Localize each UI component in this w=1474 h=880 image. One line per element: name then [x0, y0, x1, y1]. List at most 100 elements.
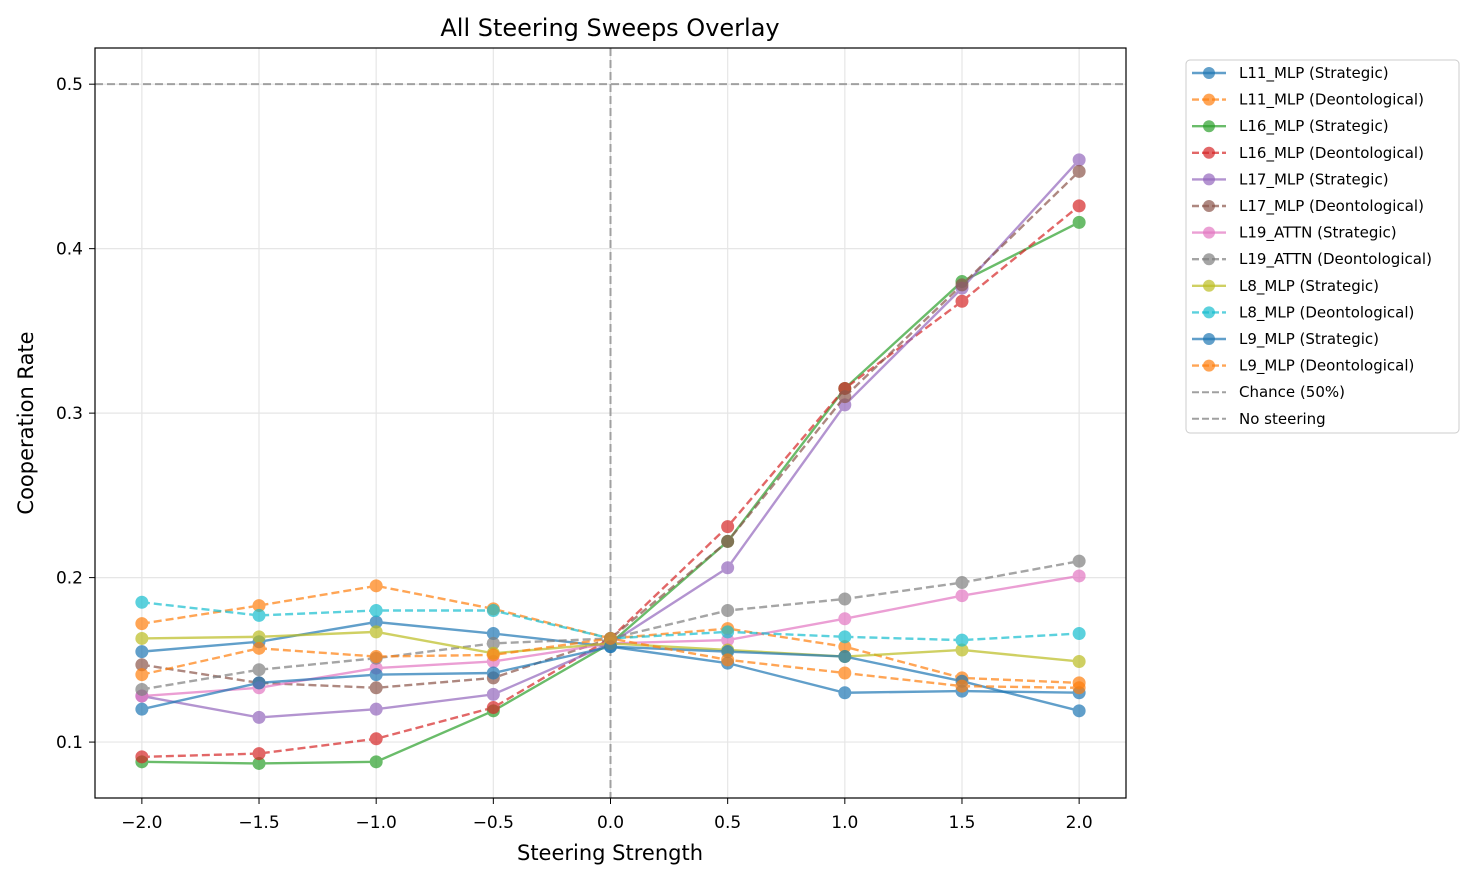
data-point: [721, 561, 735, 575]
data-point: [135, 668, 149, 682]
data-point: [721, 520, 735, 534]
data-point: [1072, 215, 1086, 229]
data-point: [252, 710, 266, 724]
data-point: [838, 650, 852, 664]
legend-label: L11_MLP (Strategic): [1239, 64, 1389, 83]
legend-marker: [1203, 120, 1215, 133]
legend-marker: [1203, 200, 1215, 212]
data-point: [252, 747, 266, 761]
legend-label: Chance (50%): [1239, 383, 1345, 401]
data-point: [369, 650, 383, 664]
series-11: [135, 631, 1086, 695]
data-point: [135, 631, 149, 645]
data-point: [955, 576, 969, 590]
x-tick-label: −2.0: [121, 813, 162, 833]
data-point: [135, 682, 149, 696]
x-tick-label: 1.0: [831, 813, 858, 833]
legend-label: L16_MLP (Deontological): [1239, 144, 1424, 163]
legend-label: L11_MLP (Deontological): [1239, 91, 1424, 110]
legend-box: [1185, 59, 1460, 434]
data-point: [1072, 654, 1086, 668]
data-point: [838, 686, 852, 700]
series-line: [141, 170, 1080, 690]
legend-marker: [1203, 226, 1215, 239]
legend-marker: [1203, 306, 1215, 319]
legend-label: L19_ATTN (Deontological): [1239, 250, 1432, 269]
data-point: [252, 608, 266, 622]
x-tick-label: 2.0: [1066, 813, 1093, 833]
data-point: [252, 641, 266, 655]
data-point: [369, 702, 383, 716]
data-point: [486, 687, 500, 701]
data-point: [955, 589, 969, 603]
data-point: [1072, 681, 1086, 695]
data-point: [135, 617, 149, 631]
series-line: [141, 584, 1080, 685]
data-point: [486, 604, 500, 617]
reference-lines: [95, 48, 1126, 798]
data-point: [369, 579, 383, 593]
legend-label: L9_MLP (Strategic): [1239, 330, 1379, 349]
data-point: [1072, 554, 1086, 568]
legend-label: L8_MLP (Strategic): [1239, 277, 1379, 296]
data-point: [604, 631, 617, 645]
y-axis-label: Cooperation Rate: [14, 331, 38, 514]
data-point: [486, 648, 500, 662]
legend-label: L8_MLP (Deontological): [1239, 303, 1414, 322]
data-point: [369, 681, 383, 695]
data-point: [369, 625, 383, 639]
legend-label: L17_MLP (Strategic): [1239, 170, 1389, 189]
legend-marker: [1203, 253, 1215, 266]
x-axis-label: Steering Strength: [517, 841, 703, 865]
x-tick-label: −1.0: [356, 813, 397, 833]
data-point: [135, 645, 149, 659]
data-point: [1072, 569, 1086, 583]
data-point: [721, 604, 735, 617]
data-point: [369, 732, 383, 746]
legend-marker: [1203, 359, 1215, 372]
data-point: [1072, 704, 1086, 718]
data-point: [486, 666, 500, 680]
legend-marker: [1203, 93, 1215, 106]
y-tick-label: 0.4: [56, 240, 83, 260]
legend-label: L19_ATTN (Strategic): [1239, 224, 1397, 243]
data-point: [252, 630, 266, 644]
data-point: [486, 701, 500, 715]
x-tick-label: 1.5: [948, 813, 975, 833]
data-point: [252, 663, 266, 677]
series-group: [135, 153, 1086, 770]
x-tick-label: 0.5: [714, 813, 741, 833]
data-point: [135, 702, 149, 716]
data-point: [252, 676, 266, 690]
data-point: [955, 633, 969, 647]
data-point: [369, 755, 383, 769]
legend-marker: [1203, 67, 1215, 79]
x-tick-label: 0.0: [597, 813, 624, 833]
y-tick-label: 0.5: [56, 75, 83, 95]
legend-label: L9_MLP (Deontological): [1239, 357, 1414, 376]
data-point: [721, 625, 735, 639]
data-point: [1072, 199, 1086, 213]
legend-marker: [1203, 279, 1215, 292]
data-point: [955, 278, 969, 292]
y-tick-label: 0.2: [56, 569, 83, 589]
data-point: [369, 668, 383, 682]
data-point: [135, 750, 149, 764]
data-point: [1072, 153, 1086, 167]
legend-label: L17_MLP (Deontological): [1239, 197, 1424, 216]
legend: L11_MLP (Strategic) L11_MLP (Deontologica…: [1185, 59, 1460, 434]
data-point: [838, 666, 852, 680]
ticks: −2.0 −1.5 −1.0 −0.5 0.0 0.5 1.0 1.5 2.0 0.1 0.2 0.3…: [56, 75, 1093, 833]
data-point: [838, 612, 852, 626]
chart-title: All Steering Sweeps Overlay: [440, 14, 779, 42]
data-point: [1072, 627, 1086, 641]
data-point: [838, 592, 852, 606]
x-tick-label: −1.5: [238, 813, 279, 833]
legend-label: No steering: [1239, 410, 1326, 428]
data-point: [1072, 164, 1086, 178]
legend-marker: [1203, 173, 1215, 186]
legend-marker: [1203, 333, 1215, 345]
data-point: [721, 534, 735, 548]
data-point: [838, 390, 852, 404]
